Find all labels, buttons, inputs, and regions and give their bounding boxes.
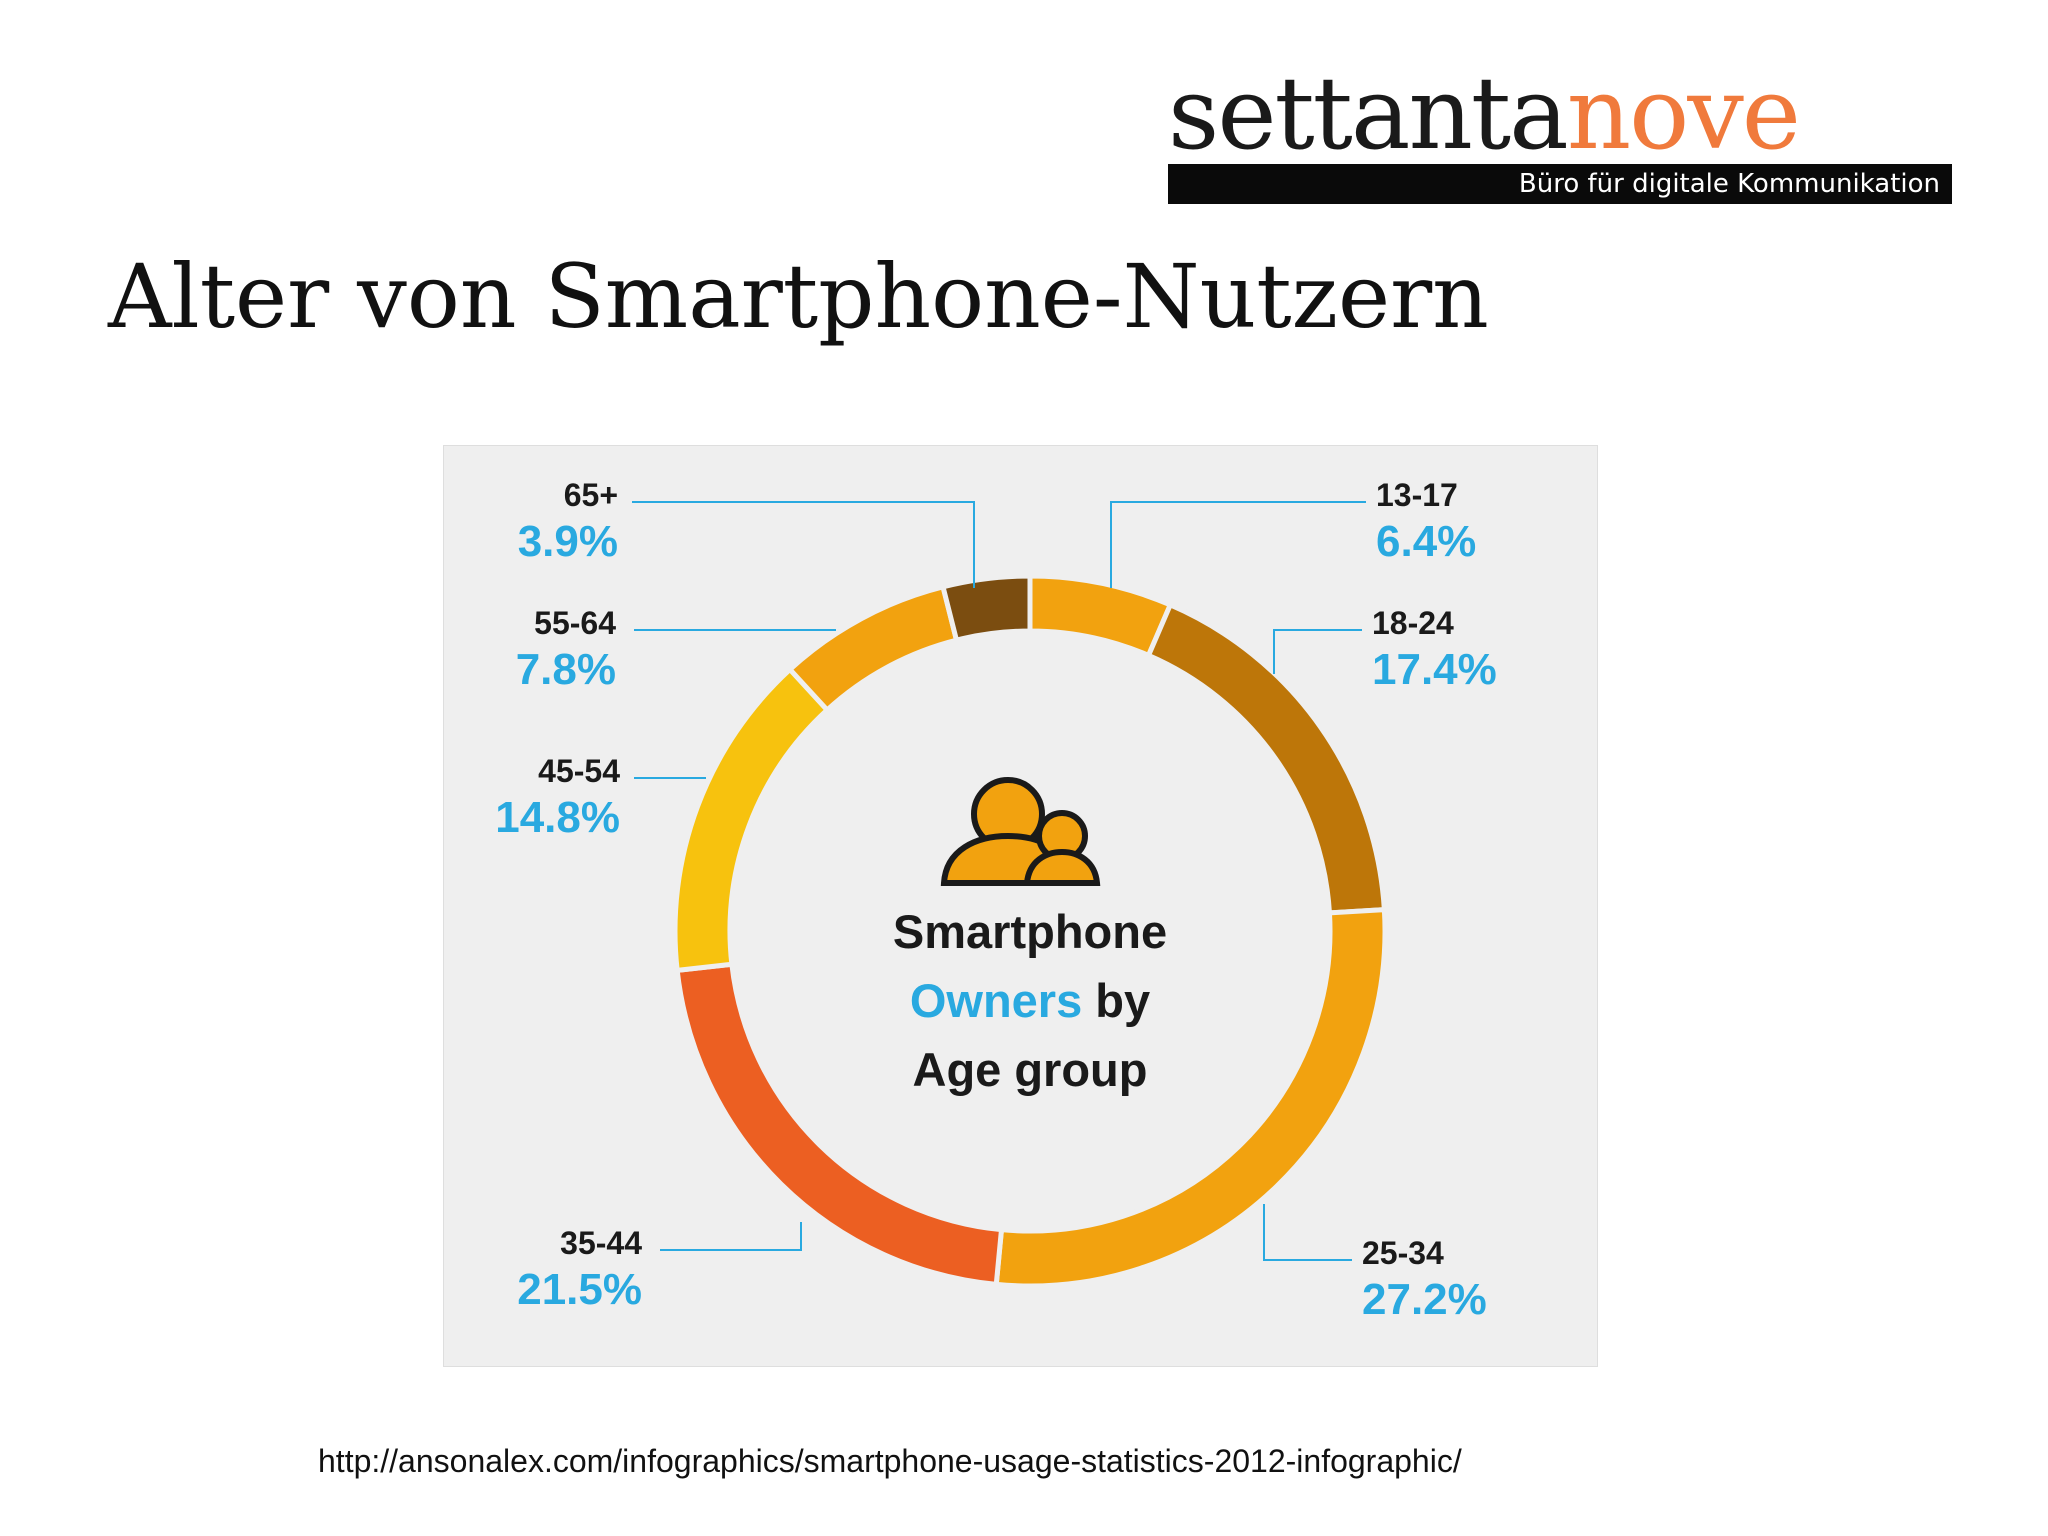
slice-value-35-44: 21.5% — [517, 1265, 642, 1314]
center-title: Smartphone Owners by Age group — [893, 905, 1167, 1096]
slice-value-25-34: 27.2% — [1362, 1275, 1487, 1324]
leader-line-18-24 — [1273, 629, 1362, 674]
leader-line-25-34 — [1263, 1204, 1352, 1261]
center-title-line2: Owners by — [910, 974, 1150, 1027]
slide-title: Alter von Smartphone-Nutzern — [108, 245, 1489, 348]
donut-chart: 13-17 6.4% 18-24 17.4% 25-34 27.2% 35-44 21.5% 4… — [495, 477, 1497, 1324]
slice-label-45-54: 45-54 — [538, 753, 620, 789]
donut-slice-45-54 — [672, 665, 831, 974]
slice-value-13-17: 6.4% — [1376, 517, 1476, 566]
logo-tagline: Büro für digitale Kommunikation — [1168, 164, 1952, 204]
source-url: http://ansonalex.com/infographics/smartp… — [318, 1443, 1462, 1479]
center-title-owners: Owners — [910, 974, 1082, 1027]
center-title-by: by — [1095, 974, 1150, 1027]
leader-line-65+ — [632, 501, 975, 588]
donut-slice-65+ — [939, 573, 1033, 644]
brand-logo: settantanove Büro für digitale Kommunika… — [1168, 58, 1952, 206]
leader-line-35-44 — [660, 1222, 802, 1251]
center-title-line3: Age group — [913, 1043, 1148, 1096]
donut-slice-55-64 — [786, 583, 960, 714]
slice-label-13-17: 13-17 — [1376, 477, 1458, 513]
donut-slice-13-17 — [1027, 573, 1174, 659]
slice-value-18-24: 17.4% — [1372, 645, 1497, 694]
infographic-panel: 13-17 6.4% 18-24 17.4% 25-34 27.2% 35-44 21.5% 4… — [443, 445, 1598, 1367]
slice-label-55-64: 55-64 — [534, 605, 616, 641]
people-icon — [940, 777, 1101, 886]
donut-slice-18-24 — [1145, 601, 1388, 916]
person-small-body — [1023, 848, 1101, 886]
slice-label-65+: 65+ — [564, 477, 618, 513]
logo-word-part1: settanta — [1168, 55, 1569, 172]
slice-label-18-24: 18-24 — [1372, 605, 1454, 641]
center-title-line1: Smartphone — [893, 905, 1167, 958]
logo-wordmark: settantanove — [1168, 55, 1801, 172]
leader-line-13-17 — [1110, 501, 1366, 588]
slice-label-25-34: 25-34 — [1362, 1235, 1444, 1271]
slice-label-35-44: 35-44 — [560, 1225, 642, 1261]
logo-word-part2: nove — [1566, 55, 1801, 172]
slice-value-65+: 3.9% — [518, 517, 618, 566]
slice-value-45-54: 14.8% — [495, 793, 620, 842]
donut-slice-25-34 — [993, 906, 1388, 1289]
slice-value-55-64: 7.8% — [516, 645, 616, 694]
